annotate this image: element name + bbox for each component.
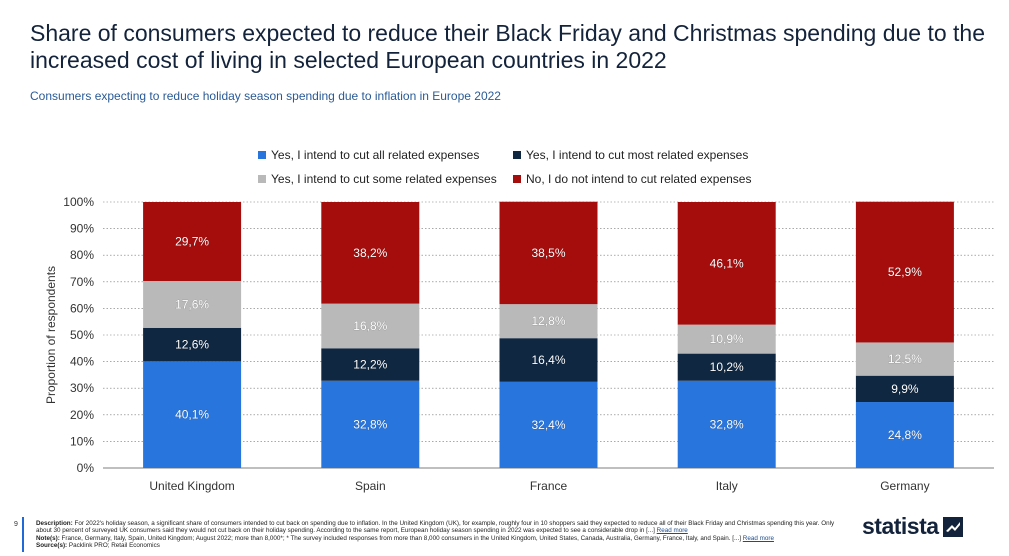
y-tick-label: 60% <box>70 301 94 315</box>
data-label: 10,9% <box>710 332 744 346</box>
statista-logo[interactable]: statista <box>862 513 963 540</box>
legend-item-cut-some[interactable]: Yes, I intend to cut some related expens… <box>258 172 497 186</box>
sources-text: Packlink PRO; Retail Economics <box>68 542 160 550</box>
bar-segment <box>677 324 776 354</box>
legend-swatch-cut-most <box>513 151 521 159</box>
data-label: 12,2% <box>353 358 387 372</box>
notes-label: Note(s): <box>36 534 60 542</box>
data-label: 29,7% <box>175 235 209 249</box>
bar-segment <box>499 338 598 382</box>
y-tick-label: 50% <box>70 328 94 342</box>
logo-wordmark: statista <box>862 513 939 539</box>
chart-footer: Description: For 2022's holiday season, … <box>36 520 836 550</box>
y-axis-label: Proportion of respondents <box>44 266 58 404</box>
footer-description: Description: For 2022's holiday season, … <box>36 520 836 535</box>
bar-segment <box>855 402 954 468</box>
x-tick-label: France <box>530 479 568 493</box>
y-tick-label: 40% <box>70 355 94 369</box>
x-tick-label: Spain <box>355 479 386 493</box>
data-label: 12,5% <box>888 352 922 366</box>
y-tick-label: 70% <box>70 275 94 289</box>
statista-logo-icon <box>942 516 963 537</box>
data-label: 12,8% <box>531 314 565 328</box>
y-tick-label: 0% <box>77 461 95 475</box>
bar-segment <box>321 380 420 468</box>
bar-segment <box>499 381 598 468</box>
data-label: 32,8% <box>710 417 744 431</box>
legend-label-no-cut: No, I do not intend to cut related expen… <box>526 172 752 186</box>
data-label: 16,4% <box>531 353 565 367</box>
data-label: 52,9% <box>888 265 922 279</box>
bar-segment <box>143 202 242 282</box>
sources-label: Source(s): <box>36 542 68 550</box>
bar-segment <box>855 375 954 403</box>
bar-segment <box>321 303 420 349</box>
data-label: 38,5% <box>531 246 565 260</box>
description-read-more-link[interactable]: Read more <box>656 527 688 535</box>
stacked-bar-chart: 0% 10% 20% 30% 40% 50% 60% 70% 80% 90% 100% Proport… <box>44 195 994 493</box>
y-tick-label: 90% <box>70 222 94 236</box>
data-label: 24,8% <box>888 428 922 442</box>
footer-accent-bar <box>22 517 24 552</box>
data-label: 9,9% <box>891 382 919 396</box>
data-label: 12,6% <box>175 338 209 352</box>
data-label: 32,8% <box>353 417 387 431</box>
data-label: 17,6% <box>175 297 209 311</box>
y-tick-label: 30% <box>70 381 94 395</box>
description-text: For 2022's holiday season, a significant… <box>36 520 835 535</box>
data-label: 46,1% <box>710 256 744 270</box>
chart-subtitle: Consumers expecting to reduce holiday se… <box>30 89 501 103</box>
y-tick-label: 20% <box>70 408 94 422</box>
data-label: 10,2% <box>710 360 744 374</box>
x-tick-label: Germany <box>880 479 929 493</box>
page-number: 9 <box>14 521 18 528</box>
legend-label-cut-all: Yes, I intend to cut all related expense… <box>271 148 480 162</box>
data-label: 38,2% <box>353 246 387 260</box>
bar-segment <box>143 361 242 468</box>
x-tick-label: Italy <box>716 479 738 493</box>
bar-segment <box>143 327 242 362</box>
bar-segment <box>499 201 598 305</box>
bar-segment <box>677 380 776 468</box>
data-label: 40,1% <box>175 408 209 422</box>
y-tick-label: 100% <box>63 195 94 209</box>
bar-segment <box>855 342 954 376</box>
notes-text: France, Germany, Italy, Spain, United Ki… <box>61 534 742 542</box>
legend-swatch-cut-some <box>258 175 266 183</box>
bar-segment <box>321 202 420 304</box>
legend-swatch-no-cut <box>513 175 521 183</box>
bar-segment <box>321 348 420 381</box>
data-label: 32,4% <box>531 418 565 432</box>
legend-label-cut-some: Yes, I intend to cut some related expens… <box>271 172 497 186</box>
legend-swatch-cut-all <box>258 151 266 159</box>
legend-label-cut-most: Yes, I intend to cut most related expens… <box>526 148 749 162</box>
bar-segment <box>499 304 598 339</box>
x-tick-label: United Kingdom <box>149 479 234 493</box>
legend-item-cut-all[interactable]: Yes, I intend to cut all related expense… <box>258 148 479 162</box>
footer-sources: Source(s): Packlink PRO; Retail Economic… <box>36 542 836 549</box>
legend-item-no-cut[interactable]: No, I do not intend to cut related expen… <box>513 172 751 186</box>
bar-segment <box>143 281 242 328</box>
description-label: Description: <box>36 520 73 527</box>
notes-read-more-link[interactable]: Read more <box>742 534 774 542</box>
y-tick-label: 80% <box>70 248 94 262</box>
y-tick-label: 10% <box>70 434 94 448</box>
bar-segment <box>677 353 776 381</box>
footer-notes: Note(s): France, Germany, Italy, Spain, … <box>36 535 836 542</box>
data-label: 16,8% <box>353 319 387 333</box>
bar-segment <box>677 202 776 325</box>
chart-title: Share of consumers expected to reduce th… <box>30 20 986 73</box>
legend-item-cut-most[interactable]: Yes, I intend to cut most related expens… <box>513 148 748 162</box>
bar-segment <box>855 201 954 343</box>
